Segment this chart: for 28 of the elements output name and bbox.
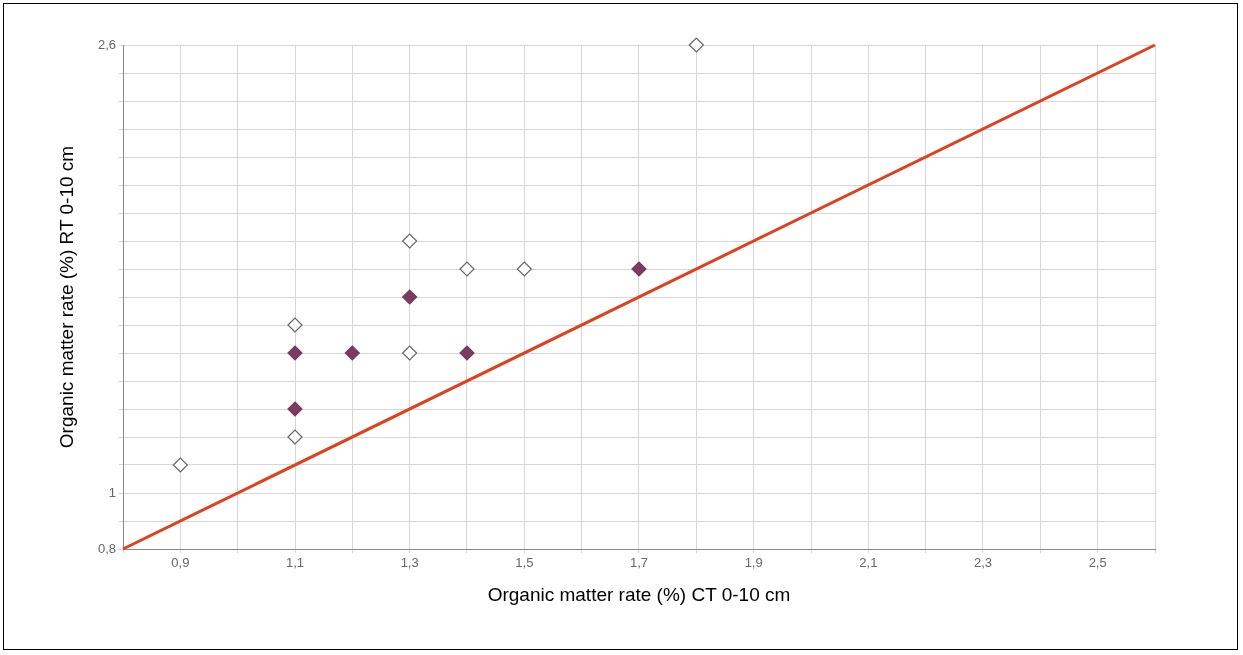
x-tick-label: 2,1 [859, 555, 878, 571]
y-tick-label: 2,6 [97, 36, 116, 52]
point [344, 345, 360, 361]
y-axis-title: Organic matter rate (%) RT 0-10 cm [55, 145, 77, 449]
x-tick-label: 1,9 [744, 555, 763, 571]
point [631, 261, 647, 277]
x-tick-label: 0,9 [171, 555, 190, 571]
point [516, 261, 532, 277]
x-tick-label: 1,5 [515, 555, 534, 571]
point [402, 289, 418, 305]
point [459, 261, 475, 277]
x-tick-label: 1,3 [400, 555, 419, 571]
y-tick-label: 1 [108, 484, 116, 500]
point [402, 233, 418, 249]
point [287, 429, 303, 445]
point [287, 345, 303, 361]
x-tick-label: 1,1 [285, 555, 305, 571]
point [287, 401, 303, 417]
x-tick-label: 2,5 [1088, 555, 1107, 571]
y-tick-label: 0,8 [97, 540, 116, 556]
point [688, 37, 704, 53]
point [172, 457, 188, 473]
point [402, 345, 418, 361]
point [287, 317, 303, 333]
x-tick-label: 2,3 [973, 555, 993, 571]
point [459, 345, 475, 361]
x-axis-title: Organic matter rate (%) CT 0-10 cm [487, 583, 791, 605]
x-tick-label: 1,7 [629, 555, 649, 571]
